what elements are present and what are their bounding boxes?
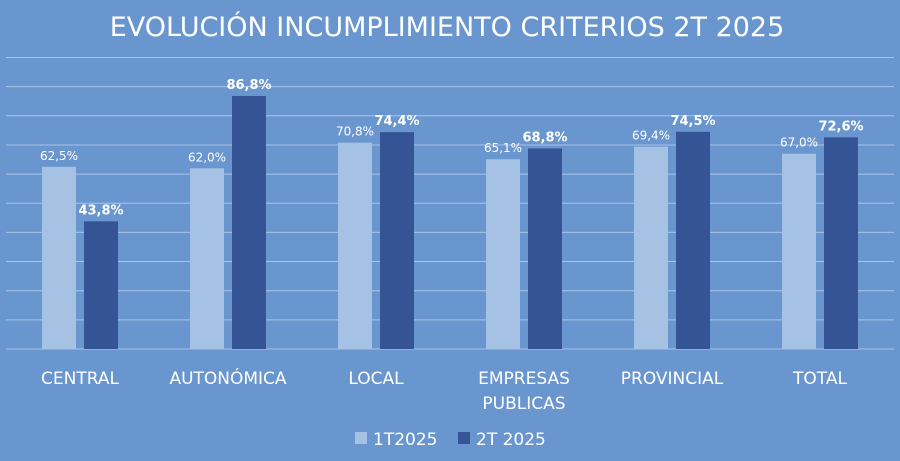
bar-series2 (676, 131, 710, 349)
category-labels: CENTRAL AUTONÓMICA LOCAL EMPRESAS PUBLICAS PR… (41, 367, 847, 414)
legend-label: 1T2025 (373, 430, 437, 450)
bar-series1 (42, 166, 76, 349)
bar-value-label: 62,0% (188, 150, 226, 164)
bar-value-label: 68,8% (522, 130, 567, 145)
legend-swatch (458, 432, 470, 444)
bar-series1 (338, 142, 372, 349)
category-label: AUTONÓMICA (169, 367, 286, 389)
bar-series1 (486, 159, 520, 349)
bar-series2 (824, 137, 858, 349)
legend: 1T2025 2T 2025 (355, 430, 546, 450)
bar-value-label: 62,5% (40, 149, 78, 163)
category-label: EMPRESAS (478, 369, 570, 389)
value-labels: 62,5% 43,8% 62,0% 86,8% 70,8%74,4% 65,1%68,8%… (40, 78, 864, 218)
category-label: PROVINCIAL (621, 369, 724, 389)
bar-series1 (782, 153, 816, 349)
bar-series2 (232, 95, 266, 349)
bar-value-label: 74,5% (670, 114, 715, 129)
bar-series1 (634, 146, 668, 349)
category-label: CENTRAL (41, 369, 119, 389)
bar-series2 (84, 221, 118, 349)
chart-title: EVOLUCIÓN INCUMPLIMIENTO CRITERIOS 2T 20… (110, 11, 785, 43)
bar-value-label: 70,8% (336, 125, 374, 139)
bar-series2 (380, 132, 414, 349)
category-label: LOCAL (348, 369, 404, 389)
bars (42, 95, 858, 349)
legend-label: 2T 2025 (476, 430, 546, 450)
bar-value-label: 43,8% (78, 203, 123, 218)
bar-value-label: 65,1% (484, 141, 522, 155)
bar-series1 (190, 168, 224, 349)
bar-value-label: 74,4% (374, 114, 419, 129)
gridlines (6, 57, 894, 350)
category-label: TOTAL (792, 369, 847, 389)
legend-swatch (355, 432, 367, 444)
bar-value-label: 72,6% (818, 119, 863, 134)
bar-series2 (528, 148, 562, 349)
bar-value-label: 86,8% (226, 78, 271, 93)
category-label: PUBLICAS (482, 394, 565, 414)
bar-value-label: 69,4% (632, 129, 670, 143)
bar-value-label: 67,0% (780, 136, 818, 150)
